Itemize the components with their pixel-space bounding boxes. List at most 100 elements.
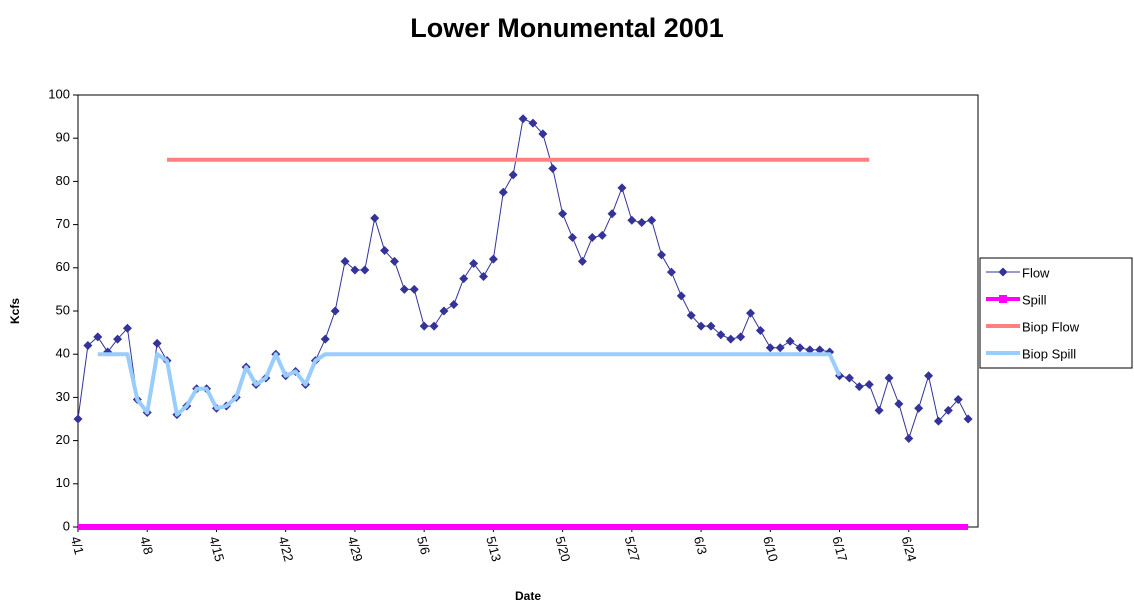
- point: [726, 334, 736, 344]
- point: [340, 256, 350, 266]
- point: [478, 271, 488, 281]
- series-line: [97, 352, 842, 417]
- x-tick-label: 6/24: [899, 535, 920, 563]
- point: [152, 338, 162, 348]
- point: [409, 284, 419, 294]
- point: [785, 336, 795, 346]
- point: [350, 265, 360, 275]
- x-tick-label: 5/20: [552, 535, 573, 563]
- chart-title: Lower Monumental 2001: [410, 13, 724, 43]
- point: [696, 321, 706, 331]
- legend-label: Spill: [1022, 292, 1047, 307]
- point: [755, 325, 765, 335]
- x-axis-label: Date: [515, 589, 541, 603]
- point: [439, 306, 449, 316]
- point: [874, 405, 884, 415]
- x-tick-label: 6/17: [829, 535, 850, 563]
- x-tick-label: 4/8: [137, 535, 156, 556]
- y-tick-label: 0: [63, 518, 70, 533]
- y-tick-label: 20: [56, 432, 70, 447]
- legend-marker: [999, 295, 1007, 303]
- point: [904, 433, 914, 443]
- point: [716, 330, 726, 340]
- point: [746, 308, 756, 318]
- x-tick-label: 6/3: [691, 535, 710, 556]
- y-tick-label: 80: [56, 173, 70, 188]
- point: [568, 233, 578, 243]
- point: [933, 416, 943, 426]
- point: [528, 118, 538, 128]
- y-axis-label: Kcfs: [8, 298, 22, 324]
- point: [736, 332, 746, 342]
- point: [686, 310, 696, 320]
- point: [73, 414, 83, 424]
- point: [469, 258, 479, 268]
- point: [538, 129, 548, 139]
- point: [647, 215, 657, 225]
- y-tick-label: 10: [56, 475, 70, 490]
- point: [657, 250, 667, 260]
- point: [607, 209, 617, 219]
- y-tick-label: 90: [56, 130, 70, 145]
- point: [795, 343, 805, 353]
- point: [765, 343, 775, 353]
- point: [815, 345, 825, 355]
- point: [854, 382, 864, 392]
- y-tick-label: 50: [56, 302, 70, 317]
- point: [389, 256, 399, 266]
- x-tick-label: 5/13: [483, 535, 504, 563]
- point: [449, 300, 459, 310]
- point: [419, 321, 429, 331]
- legend: [979, 257, 1133, 369]
- point: [113, 334, 123, 344]
- point: [330, 306, 340, 316]
- point: [459, 274, 469, 284]
- point: [914, 403, 924, 413]
- x-tick-label: 6/10: [760, 535, 781, 563]
- y-tick-label: 30: [56, 389, 70, 404]
- point: [597, 230, 607, 240]
- legend-label: Biop Spill: [1022, 346, 1076, 361]
- point: [360, 265, 370, 275]
- x-tick-label: 5/27: [622, 535, 643, 563]
- x-tick-label: 5/6: [414, 535, 433, 556]
- point: [894, 399, 904, 409]
- point: [498, 187, 508, 197]
- point: [627, 215, 637, 225]
- point: [399, 284, 409, 294]
- x-tick-label: 4/22: [275, 535, 296, 563]
- point: [577, 256, 587, 266]
- point: [943, 405, 953, 415]
- point: [666, 267, 676, 277]
- point: [518, 114, 528, 124]
- point: [953, 395, 963, 405]
- point: [963, 414, 973, 424]
- y-tick-label: 70: [56, 216, 70, 231]
- y-tick-label: 100: [48, 86, 70, 101]
- point: [320, 334, 330, 344]
- point: [864, 379, 874, 389]
- point: [558, 209, 568, 219]
- point: [706, 321, 716, 331]
- point: [122, 323, 132, 333]
- point: [844, 373, 854, 383]
- point: [617, 183, 627, 193]
- point: [380, 246, 390, 256]
- point: [587, 233, 597, 243]
- point: [488, 254, 498, 264]
- point: [775, 343, 785, 353]
- series-line: [77, 118, 969, 439]
- x-tick-label: 4/29: [345, 535, 366, 563]
- point: [924, 371, 934, 381]
- point: [805, 345, 815, 355]
- point: [508, 170, 518, 180]
- point: [83, 341, 93, 351]
- legend-label: Flow: [1022, 265, 1050, 280]
- y-tick-label: 40: [56, 346, 70, 361]
- point: [676, 291, 686, 301]
- x-tick-label: 4/1: [68, 535, 87, 556]
- point: [884, 373, 894, 383]
- point: [637, 217, 647, 227]
- legend-label: Biop Flow: [1022, 319, 1080, 334]
